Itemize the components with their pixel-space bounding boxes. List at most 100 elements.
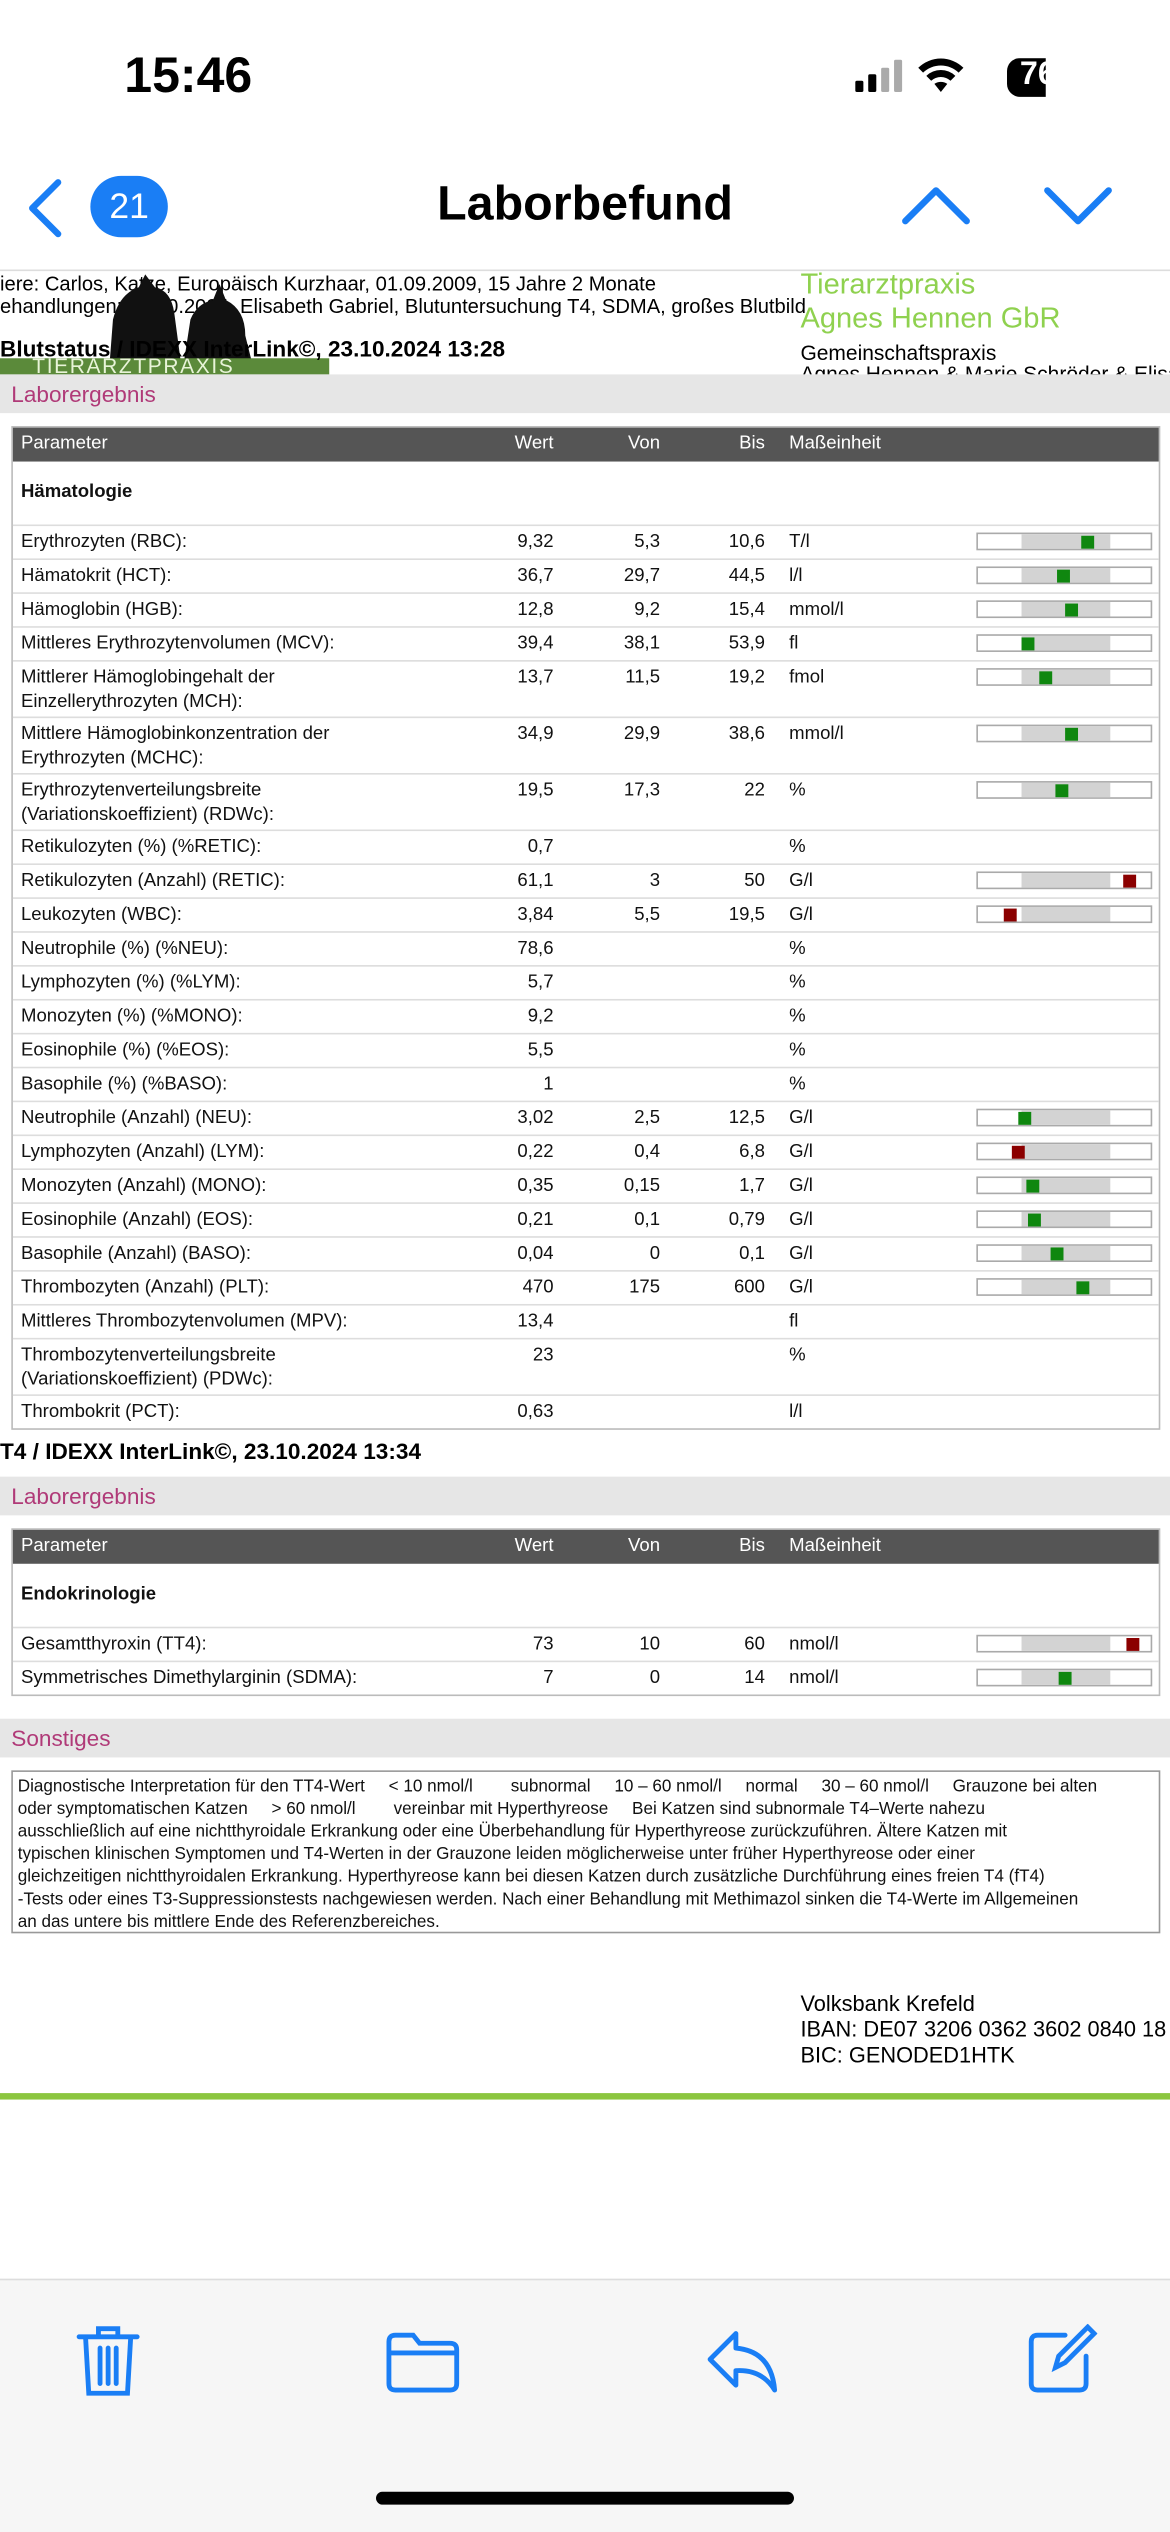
cell-to: 0,1 — [739, 1244, 765, 1264]
reference-range — [1021, 1279, 1111, 1295]
cell-value: 0,63 — [517, 1402, 554, 1422]
divider — [0, 269, 1170, 272]
reference-range — [1021, 1245, 1111, 1261]
result-row: Hämoglobin (HGB): 12,8 9,2 15,4 mmol/l — [12, 592, 1159, 626]
cell-unit: fmol — [789, 668, 825, 688]
notes-line: an das untere bis mittlere Ende des Refe… — [17, 1912, 440, 1932]
cell-from: 2,5 — [634, 1108, 661, 1129]
column-header: Von — [628, 434, 661, 454]
cell-from: 0 — [649, 1668, 661, 1689]
cell-unit: mmol/l — [789, 600, 844, 620]
cell-value: 19,5 — [517, 781, 554, 801]
result-row: Monozyten (%) (%MONO): 9,2% — [12, 998, 1159, 1033]
compose-button[interactable] — [1026, 2323, 1098, 2395]
reference-range — [1021, 873, 1111, 888]
cell-value: 5,7 — [527, 973, 554, 993]
cell-value: 39,4 — [517, 634, 554, 654]
cell-name: Mittlere Hämoglobinkonzentration der Ery… — [20, 724, 330, 769]
folder-button[interactable] — [384, 2330, 461, 2395]
result-row: Mittleres Erythrozytenvolumen (MCV): 39,4… — [12, 626, 1159, 660]
cell-name: Basophile (Anzahl) (BASO): — [20, 1244, 252, 1264]
notes-line: gleichzeitigen nichtthyroidalen Erkranku… — [17, 1867, 1045, 1887]
cell-name: Retikulozyten (Anzahl) (RETIC): — [20, 871, 286, 891]
cell-name: Basophile (%) (%BASO): — [20, 1074, 228, 1095]
result-row: Retikulozyten (Anzahl) (RETIC): 61,1 3 50 G/… — [12, 863, 1159, 897]
cell-name: Thrombokrit (PCT): — [20, 1402, 180, 1422]
cell-value: 61,1 — [517, 871, 554, 891]
range-bar — [976, 532, 1153, 551]
cell-to: 19,5 — [728, 905, 765, 925]
range-bar — [976, 1176, 1153, 1195]
cell-unit: mmol/l — [789, 724, 844, 744]
reply-button[interactable] — [704, 2327, 781, 2395]
back-button[interactable] — [23, 178, 71, 239]
range-bar — [976, 781, 1153, 799]
cell-value: 13,7 — [517, 668, 554, 688]
reference-range — [1021, 1211, 1111, 1227]
cell-from: 11,5 — [625, 668, 661, 688]
trash-button[interactable] — [74, 2324, 142, 2398]
cell-to: 15,4 — [728, 600, 765, 620]
cell-unit: % — [789, 939, 806, 959]
home-indicator — [376, 2491, 794, 2505]
group-row: Hämatologie — [13, 462, 1159, 525]
cell-unit: T/l — [789, 532, 810, 552]
result-row: Thrombozytenverteilungsbreite (Variation… — [12, 1337, 1159, 1394]
range-bar — [976, 871, 1153, 890]
range-bar — [976, 600, 1153, 619]
range-bar — [976, 1244, 1153, 1262]
cell-value: 9,2 — [527, 1007, 554, 1027]
column-header: Maßeinheit — [789, 1536, 881, 1556]
result-row: Thrombokrit (PCT): 0,63 l/l — [12, 1394, 1159, 1428]
cell-to: 60 — [744, 1634, 765, 1655]
cell-to: 22 — [744, 781, 765, 801]
bank-name: Volksbank Krefeld — [800, 1991, 975, 2016]
cell-value: 0,04 — [517, 1244, 554, 1264]
nav-title: Laborbefund — [437, 177, 733, 231]
cell-name: Monozyten (Anzahl) (MONO): — [20, 1176, 267, 1196]
cell-from: 175 — [629, 1278, 661, 1298]
cell-unit: G/l — [789, 1176, 813, 1196]
cell-from: 10 — [639, 1634, 661, 1655]
cell-unit: G/l — [789, 871, 813, 891]
section-band: Laborergebnis — [0, 374, 1170, 414]
cell-name: Mittleres Erythrozytenvolumen (MCV): — [20, 634, 335, 654]
cell-unit: G/l — [789, 1244, 813, 1264]
cell-value: 1 — [543, 1074, 554, 1095]
cell-from: 5,3 — [634, 532, 661, 552]
previous-button[interactable] — [901, 181, 972, 229]
value-marker — [1028, 1212, 1042, 1226]
reference-range — [1021, 1636, 1111, 1651]
logo-text: TIERARZTPRAXIS — [32, 358, 235, 375]
column-header: Von — [628, 1536, 661, 1556]
next-button[interactable] — [1043, 181, 1114, 229]
cell-unit: % — [789, 1007, 806, 1027]
range-bar — [976, 634, 1153, 652]
column-header: Bis — [739, 434, 765, 454]
value-marker — [1003, 907, 1017, 921]
result-row: Lymphozyten (%) (%LYM): 5,7% — [12, 965, 1159, 999]
cell-name: Erythrozytenverteilungsbreite (Variation… — [20, 781, 274, 825]
result-row: Symmetrisches Dimethylarginin (SDMA): 7 0 1… — [12, 1660, 1159, 1695]
cell-value: 34,9 — [517, 724, 554, 744]
cell-name: Erythrozyten (RBC): — [20, 532, 188, 552]
result-row: Basophile (Anzahl) (BASO): 0,04 0 0,1 G/l — [12, 1236, 1159, 1270]
range-bar — [976, 1210, 1153, 1229]
cell-unit: G/l — [789, 1108, 813, 1129]
reference-range — [1021, 635, 1111, 651]
cell-name: Lymphozyten (%) (%LYM): — [20, 973, 241, 993]
cell-to: 1,7 — [739, 1176, 765, 1196]
cell-from: 38,1 — [623, 634, 661, 654]
result-row: Monozyten (Anzahl) (MONO): 0,35 0,15 1,7 G/l — [12, 1168, 1159, 1202]
result-row: Hämatokrit (HCT): 36,7 29,7 44,5 l/l — [12, 558, 1159, 592]
result-row: Eosinophile (Anzahl) (EOS): 0,21 0,1 0,79 G/… — [12, 1202, 1159, 1236]
range-bar — [976, 1668, 1153, 1687]
cell-name: Neutrophile (Anzahl) (NEU): — [20, 1108, 253, 1129]
cell-unit: l/l — [789, 1402, 803, 1422]
cell-value: 0,21 — [517, 1210, 554, 1230]
cell-name: Leukozyten (WBC): — [20, 905, 182, 925]
value-marker — [1018, 1111, 1032, 1125]
result-row: Retikulozyten (%) (%RETIC): 0,7% — [12, 829, 1159, 863]
